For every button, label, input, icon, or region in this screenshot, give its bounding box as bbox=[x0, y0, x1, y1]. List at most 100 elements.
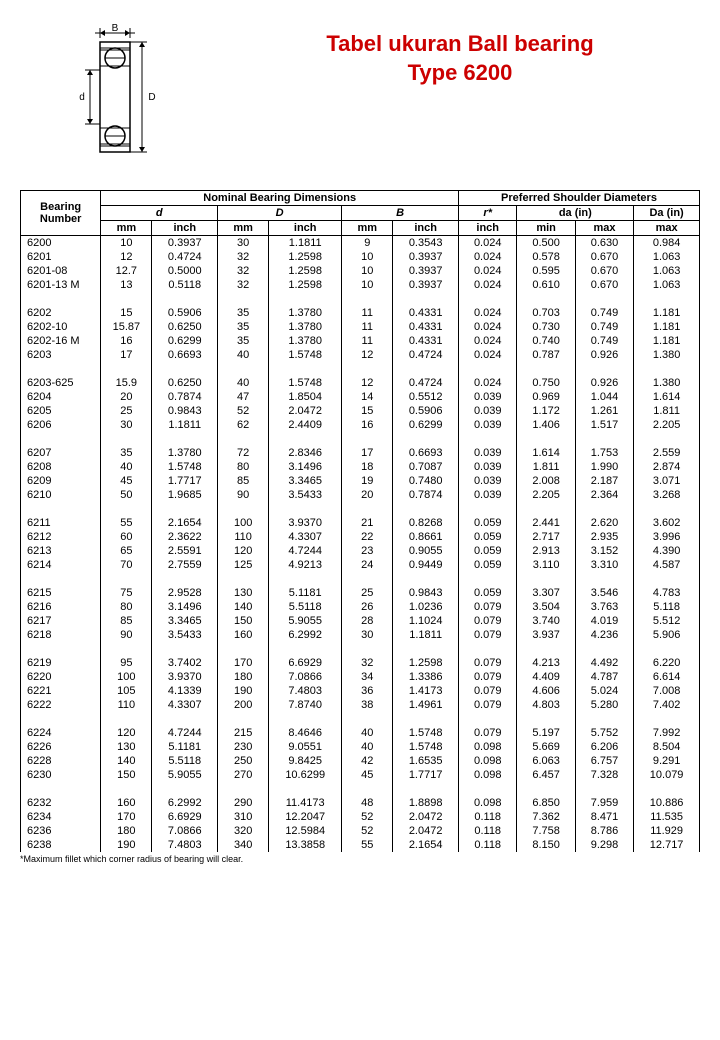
cell-value: 0.4724 bbox=[152, 250, 218, 264]
cell-value: 1.3780 bbox=[269, 334, 342, 348]
cell-value: 1.2598 bbox=[393, 656, 459, 670]
cell-value: 190 bbox=[218, 684, 269, 698]
cell-value: 0.8661 bbox=[393, 530, 459, 544]
spacer-row bbox=[21, 432, 700, 446]
table-row: 6213652.55911204.7244230.90550.0592.9133… bbox=[21, 544, 700, 558]
cell-value: 35 bbox=[218, 334, 269, 348]
cell-value: 1.8504 bbox=[269, 390, 342, 404]
cell-value: 0.670 bbox=[575, 250, 633, 264]
cell-value: 7.8740 bbox=[269, 698, 342, 712]
table-head: Bearing Number Nominal Bearing Dimension… bbox=[21, 191, 700, 236]
cell-value: 19 bbox=[342, 474, 393, 488]
cell-value: 0.670 bbox=[575, 264, 633, 278]
svg-text:D: D bbox=[148, 92, 155, 103]
cell-value: 1.1811 bbox=[152, 418, 218, 432]
cell-value: 0.098 bbox=[459, 754, 517, 768]
cell-bearing-number: 6205 bbox=[21, 404, 101, 418]
cell-value: 100 bbox=[218, 516, 269, 530]
cell-value: 0.024 bbox=[459, 348, 517, 362]
cell-value: 6.063 bbox=[517, 754, 575, 768]
svg-text:B: B bbox=[112, 23, 119, 34]
cell-value: 0.079 bbox=[459, 684, 517, 698]
cell-value: 2.717 bbox=[517, 530, 575, 544]
bearing-diagram: B d D bbox=[60, 20, 180, 170]
cell-value: 47 bbox=[218, 390, 269, 404]
cell-bearing-number: 6234 bbox=[21, 810, 101, 824]
cell-value: 150 bbox=[218, 614, 269, 628]
cell-value: 1.063 bbox=[634, 250, 700, 264]
cell-value: 11.535 bbox=[634, 810, 700, 824]
cell-value: 6.220 bbox=[634, 656, 700, 670]
cell-bearing-number: 6201-08 bbox=[21, 264, 101, 278]
cell-value: 5.669 bbox=[517, 740, 575, 754]
cell-value: 0.039 bbox=[459, 404, 517, 418]
cell-value: 125 bbox=[218, 558, 269, 572]
table-row: 6200100.3937301.181190.35430.0240.5000.6… bbox=[21, 236, 700, 251]
table-body: 6200100.3937301.181190.35430.0240.5000.6… bbox=[21, 236, 700, 853]
cell-value: 0.059 bbox=[459, 516, 517, 530]
th-d: d bbox=[101, 206, 218, 221]
cell-value: 1.6535 bbox=[393, 754, 459, 768]
cell-bearing-number: 6201 bbox=[21, 250, 101, 264]
cell-value: 4.783 bbox=[634, 586, 700, 600]
table-row: 6214702.75591254.9213240.94490.0593.1103… bbox=[21, 558, 700, 572]
cell-value: 0.703 bbox=[517, 306, 575, 320]
cell-value: 0.079 bbox=[459, 614, 517, 628]
cell-value: 0.6250 bbox=[152, 320, 218, 334]
cell-value: 1.261 bbox=[575, 404, 633, 418]
cell-value: 6.614 bbox=[634, 670, 700, 684]
cell-value: 1.811 bbox=[634, 404, 700, 418]
cell-value: 5.024 bbox=[575, 684, 633, 698]
cell-value: 1.9685 bbox=[152, 488, 218, 502]
cell-bearing-number: 6236 bbox=[21, 824, 101, 838]
cell-value: 25 bbox=[342, 586, 393, 600]
cell-value: 0.024 bbox=[459, 236, 517, 251]
cell-value: 16 bbox=[342, 418, 393, 432]
cell-value: 0.610 bbox=[517, 278, 575, 292]
title-line-1: Tabel ukuran Ball bearing bbox=[220, 30, 700, 59]
cell-bearing-number: 6208 bbox=[21, 460, 101, 474]
cell-value: 3.9370 bbox=[269, 516, 342, 530]
cell-bearing-number: 6214 bbox=[21, 558, 101, 572]
cell-value: 215 bbox=[218, 726, 269, 740]
cell-value: 1.614 bbox=[634, 390, 700, 404]
cell-value: 0.926 bbox=[575, 348, 633, 362]
cell-value: 2.620 bbox=[575, 516, 633, 530]
th-da: da (in) bbox=[517, 206, 634, 221]
cell-value: 1.3780 bbox=[152, 446, 218, 460]
th-max: max bbox=[575, 221, 633, 236]
cell-value: 0.500 bbox=[517, 236, 575, 251]
cell-value: 1.811 bbox=[517, 460, 575, 474]
cell-value: 7.0866 bbox=[152, 824, 218, 838]
cell-value: 17 bbox=[342, 446, 393, 460]
title-line-2: Type 6200 bbox=[220, 59, 700, 88]
cell-value: 4.019 bbox=[575, 614, 633, 628]
cell-value: 2.559 bbox=[634, 446, 700, 460]
cell-value: 100 bbox=[101, 670, 152, 684]
cell-value: 140 bbox=[218, 600, 269, 614]
cell-value: 0.3937 bbox=[393, 264, 459, 278]
th-inch: inch bbox=[269, 221, 342, 236]
cell-value: 2.0472 bbox=[393, 824, 459, 838]
cell-value: 80 bbox=[218, 460, 269, 474]
cell-value: 25 bbox=[101, 404, 152, 418]
cell-value: 4.236 bbox=[575, 628, 633, 642]
cell-value: 0.079 bbox=[459, 600, 517, 614]
cell-value: 10 bbox=[101, 236, 152, 251]
cell-value: 1.5748 bbox=[269, 376, 342, 390]
cell-value: 10.079 bbox=[634, 768, 700, 782]
cell-value: 3.740 bbox=[517, 614, 575, 628]
cell-value: 1.5748 bbox=[152, 460, 218, 474]
cell-value: 12 bbox=[342, 376, 393, 390]
cell-value: 4.3307 bbox=[152, 698, 218, 712]
cell-value: 11 bbox=[342, 334, 393, 348]
cell-value: 310 bbox=[218, 810, 269, 824]
cell-value: 6.850 bbox=[517, 796, 575, 810]
cell-bearing-number: 6201-13 M bbox=[21, 278, 101, 292]
cell-value: 10 bbox=[342, 250, 393, 264]
cell-value: 120 bbox=[218, 544, 269, 558]
cell-value: 5.280 bbox=[575, 698, 633, 712]
cell-value: 85 bbox=[101, 614, 152, 628]
th-nominal: Nominal Bearing Dimensions bbox=[101, 191, 459, 206]
cell-value: 7.0866 bbox=[269, 670, 342, 684]
